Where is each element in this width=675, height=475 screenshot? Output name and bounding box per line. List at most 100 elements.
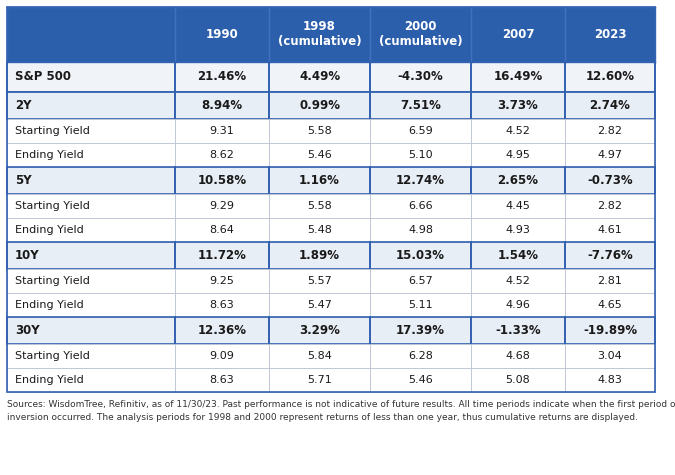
Text: 2023: 2023 — [594, 28, 626, 41]
Text: 12.60%: 12.60% — [585, 70, 634, 84]
Text: 2000
(cumulative): 2000 (cumulative) — [379, 20, 462, 48]
Text: 4.96: 4.96 — [506, 300, 531, 310]
Text: 3.04: 3.04 — [597, 351, 622, 361]
Bar — [370, 344, 471, 368]
Bar — [471, 194, 565, 218]
Bar — [7, 218, 175, 242]
Text: 8.62: 8.62 — [209, 150, 234, 160]
Bar — [175, 242, 269, 269]
Bar — [471, 92, 565, 119]
Bar — [370, 143, 471, 167]
Bar — [471, 62, 565, 92]
Bar — [471, 344, 565, 368]
Bar — [175, 269, 269, 293]
Text: 1998
(cumulative): 1998 (cumulative) — [277, 20, 361, 48]
Bar — [7, 119, 175, 143]
Text: -1.33%: -1.33% — [495, 324, 541, 337]
Text: 2.74%: 2.74% — [589, 99, 630, 112]
Text: S&P 500: S&P 500 — [15, 70, 71, 84]
Bar — [370, 218, 471, 242]
Bar — [370, 167, 471, 194]
Bar — [565, 293, 655, 317]
Bar — [269, 317, 370, 344]
Bar — [471, 119, 565, 143]
Text: 17.39%: 17.39% — [396, 324, 445, 337]
Bar — [370, 119, 471, 143]
Bar — [471, 317, 565, 344]
Text: 8.94%: 8.94% — [201, 99, 242, 112]
Bar — [565, 269, 655, 293]
Text: 5.11: 5.11 — [408, 300, 433, 310]
Bar — [370, 194, 471, 218]
Text: 4.97: 4.97 — [597, 150, 622, 160]
Text: 6.66: 6.66 — [408, 201, 433, 211]
Text: Ending Yield: Ending Yield — [15, 375, 84, 385]
Text: 1.54%: 1.54% — [497, 249, 539, 262]
Bar — [565, 92, 655, 119]
Bar — [175, 293, 269, 317]
Bar — [565, 194, 655, 218]
Text: 4.49%: 4.49% — [299, 70, 340, 84]
Text: 7.51%: 7.51% — [400, 99, 441, 112]
Text: 5.71: 5.71 — [307, 375, 332, 385]
Text: 10Y: 10Y — [15, 249, 40, 262]
Text: 5.84: 5.84 — [307, 351, 332, 361]
Bar — [175, 92, 269, 119]
Text: 5.46: 5.46 — [307, 150, 332, 160]
Text: Starting Yield: Starting Yield — [15, 351, 90, 361]
Bar — [7, 368, 175, 392]
Text: -7.76%: -7.76% — [587, 249, 633, 262]
Bar — [269, 167, 370, 194]
Text: -0.73%: -0.73% — [587, 174, 633, 187]
Text: 4.52: 4.52 — [506, 126, 531, 136]
Bar — [565, 62, 655, 92]
Text: 9.29: 9.29 — [209, 201, 234, 211]
Bar — [565, 242, 655, 269]
Text: Ending Yield: Ending Yield — [15, 300, 84, 310]
Text: inversion occurred. The analysis periods for 1998 and 2000 represent returns of : inversion occurred. The analysis periods… — [7, 413, 638, 422]
Bar — [175, 62, 269, 92]
Text: 0.99%: 0.99% — [299, 99, 340, 112]
Text: 2.82: 2.82 — [597, 201, 622, 211]
Text: 5.10: 5.10 — [408, 150, 433, 160]
Text: 4.93: 4.93 — [506, 225, 531, 235]
Bar — [7, 293, 175, 317]
Text: -19.89%: -19.89% — [583, 324, 637, 337]
Bar — [7, 194, 175, 218]
Bar — [370, 7, 471, 62]
Text: 1990: 1990 — [206, 28, 238, 41]
Bar — [471, 242, 565, 269]
Bar — [370, 242, 471, 269]
Bar — [7, 62, 175, 92]
Text: Starting Yield: Starting Yield — [15, 126, 90, 136]
Text: Ending Yield: Ending Yield — [15, 225, 84, 235]
Text: 4.61: 4.61 — [597, 225, 622, 235]
Bar — [269, 92, 370, 119]
Bar — [370, 368, 471, 392]
Text: 9.31: 9.31 — [210, 126, 234, 136]
Bar — [175, 119, 269, 143]
Bar — [175, 317, 269, 344]
Text: 5.57: 5.57 — [307, 276, 332, 286]
Text: 15.03%: 15.03% — [396, 249, 445, 262]
Text: 16.49%: 16.49% — [493, 70, 543, 84]
Bar — [269, 119, 370, 143]
Text: 11.72%: 11.72% — [198, 249, 246, 262]
Bar — [565, 119, 655, 143]
Bar — [7, 7, 175, 62]
Text: 4.65: 4.65 — [597, 300, 622, 310]
Text: 2007: 2007 — [502, 28, 534, 41]
Bar — [7, 344, 175, 368]
Bar — [269, 242, 370, 269]
Text: 2.82: 2.82 — [597, 126, 622, 136]
Bar — [471, 218, 565, 242]
Bar — [565, 368, 655, 392]
Bar — [175, 344, 269, 368]
Text: 5.58: 5.58 — [307, 126, 332, 136]
Text: 6.28: 6.28 — [408, 351, 433, 361]
Bar — [565, 7, 655, 62]
Text: -4.30%: -4.30% — [398, 70, 443, 84]
Bar — [269, 143, 370, 167]
Bar — [7, 242, 175, 269]
Text: 5.48: 5.48 — [307, 225, 332, 235]
